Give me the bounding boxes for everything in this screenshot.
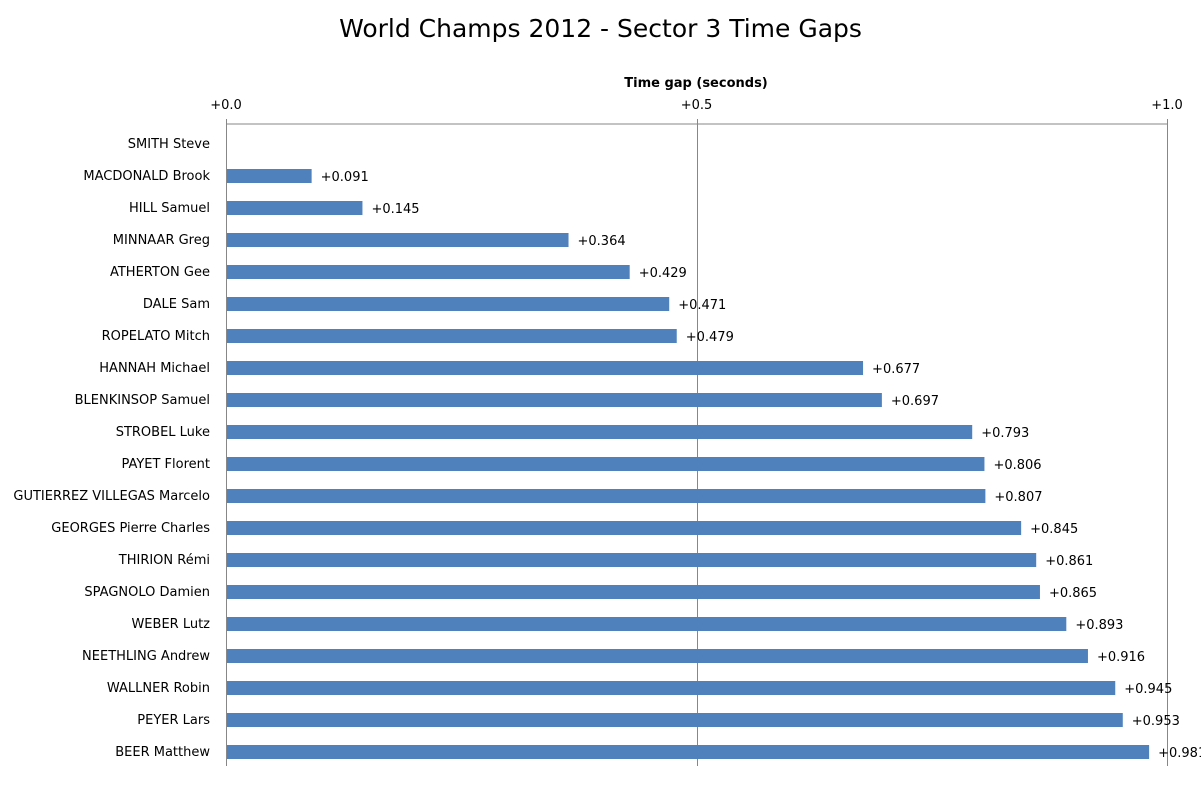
category-label: ROPELATO Mitch xyxy=(102,329,210,344)
data-label: +0.793 xyxy=(981,426,1029,441)
bar xyxy=(227,169,312,183)
category-label: SPAGNOLO Damien xyxy=(84,585,210,600)
data-label: +0.861 xyxy=(1045,554,1093,569)
data-label: +0.091 xyxy=(321,170,369,185)
category-label: MACDONALD Brook xyxy=(83,169,210,184)
data-label: +0.945 xyxy=(1124,682,1172,697)
category-label: SMITH Steve xyxy=(128,137,210,152)
category-label: BEER Matthew xyxy=(115,745,210,760)
data-label: +0.429 xyxy=(639,266,687,281)
category-labels: SMITH Steve MACDONALD Brook HILL Samuel MIN… xyxy=(13,137,210,760)
category-label: MINNAAR Greg xyxy=(113,233,210,248)
bar xyxy=(227,553,1037,567)
data-label: +0.865 xyxy=(1049,586,1097,601)
data-label: +0.479 xyxy=(686,330,734,345)
bar xyxy=(227,361,864,375)
data-label: +0.807 xyxy=(994,490,1042,505)
category-label: WALLNER Robin xyxy=(107,681,210,696)
data-label: +0.893 xyxy=(1075,618,1123,633)
category-label: BLENKINSOP Samuel xyxy=(75,393,210,408)
bar xyxy=(227,489,986,503)
category-label: NEETHLING Andrew xyxy=(82,649,210,664)
category-label: THIRION Rémi xyxy=(118,553,210,568)
data-label: +0.677 xyxy=(872,362,920,377)
bar xyxy=(227,201,363,215)
bar xyxy=(227,425,973,439)
x-tick-label: +0.0 xyxy=(210,98,242,113)
category-label: HANNAH Michael xyxy=(99,361,210,376)
data-label: +0.806 xyxy=(993,458,1041,473)
x-axis-title: Time gap (seconds) xyxy=(624,76,768,91)
category-label: PAYET Florent xyxy=(121,457,210,472)
data-label: +0.916 xyxy=(1097,650,1145,665)
bar xyxy=(227,233,569,247)
x-tick-label: +1.0 xyxy=(1151,98,1183,113)
bar xyxy=(227,713,1123,727)
bar xyxy=(227,681,1116,695)
bar xyxy=(227,265,630,279)
bar xyxy=(227,297,670,311)
bar xyxy=(227,585,1040,599)
bar xyxy=(227,649,1088,663)
data-label: +0.981 xyxy=(1158,746,1201,761)
data-label: +0.697 xyxy=(891,394,939,409)
bar xyxy=(227,329,677,343)
gridlines xyxy=(226,119,1168,766)
data-label: +0.471 xyxy=(678,298,726,313)
category-label: WEBER Lutz xyxy=(131,617,210,632)
data-label: +0.845 xyxy=(1030,522,1078,537)
category-label: GUTIERREZ VILLEGAS Marcelo xyxy=(13,489,210,504)
data-label: +0.364 xyxy=(578,234,626,249)
data-label: +0.953 xyxy=(1132,714,1180,729)
x-axis-ticks: +0.0 +0.5 +1.0 xyxy=(210,98,1183,113)
bar xyxy=(227,521,1022,535)
data-labels: +0.091 +0.145 +0.364 +0.429 +0.471 +0.479 +0.6… xyxy=(321,170,1201,761)
category-label: DALE Sam xyxy=(143,297,210,312)
category-label: STROBEL Luke xyxy=(116,425,210,440)
data-label: +0.145 xyxy=(371,202,419,217)
category-label: GEORGES Pierre Charles xyxy=(51,521,210,536)
bar xyxy=(227,457,985,471)
chart-title: World Champs 2012 - Sector 3 Time Gaps xyxy=(339,14,862,43)
category-label: HILL Samuel xyxy=(129,201,210,216)
category-label: PEYER Lars xyxy=(137,713,210,728)
category-label: ATHERTON Gee xyxy=(110,265,210,280)
bar xyxy=(227,745,1150,759)
bar xyxy=(227,393,882,407)
bars xyxy=(227,169,1150,759)
x-tick-label: +0.5 xyxy=(681,98,713,113)
bar xyxy=(227,617,1067,631)
